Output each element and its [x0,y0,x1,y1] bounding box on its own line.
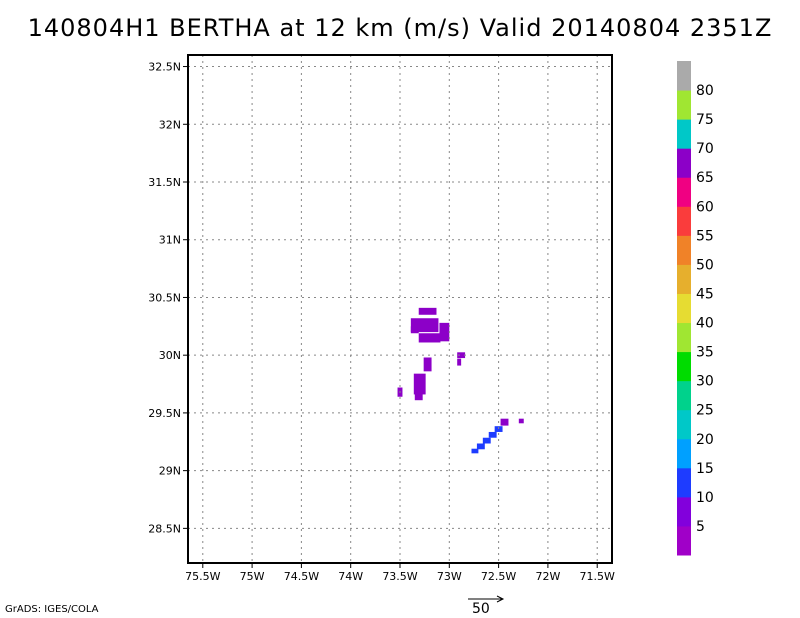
colorbar-swatch [677,409,691,440]
lon-tick-label: 72W [535,570,560,583]
wind-cell [457,358,462,366]
colorbar-swatch [677,293,691,324]
map-grid [188,55,612,563]
wind-cell [476,443,485,450]
lon-tick-label: 74.5W [284,570,319,583]
colorbar-swatch [677,61,691,91]
wind-cell [494,426,503,432]
wind-cell [471,448,479,454]
lat-tick-label: 32.5N [148,61,181,74]
latitude-labels: 28.5N 29N 29.5N 30N 30.5N 31N 31.5N 32N 32.5N [148,61,188,535]
wind-cell [482,437,491,444]
colorbar-swatch [677,206,691,236]
lon-tick-label: 75W [240,570,265,583]
colorbar: 5 10 15 20 25 30 35 40 45 50 55 60 65 70 75 80 [677,61,714,556]
lon-tick-label: 73.5W [382,570,417,583]
colorbar-label: 60 [696,199,714,215]
lat-tick-label: 31.5N [148,176,181,189]
colorbar-label: 75 [696,112,714,128]
lat-tick-label: 29.5N [148,407,181,420]
colorbar-swatch [677,177,691,207]
colorbar-label: 5 [696,519,705,535]
colorbar-label: 25 [696,403,714,419]
colorbar-swatch [677,496,691,527]
colorbar-label: 45 [696,286,714,302]
wind-cell [488,431,497,438]
colorbar-swatch [677,351,691,382]
colorbar-swatch [677,525,691,556]
grads-credit: GrADS: IGES/COLA [5,604,99,615]
lon-tick-label: 73W [437,570,462,583]
colorbar-swatch [677,264,691,294]
map-title: 140804H1 BERTHA at 12 km (m/s) Valid 201… [27,14,773,42]
lat-tick-label: 31N [159,234,181,247]
colorbar-swatch [677,467,691,498]
colorbar-label: 55 [696,228,714,244]
longitude-labels: 75.5W 75W 74.5W 74W 73.5W 73W 72.5W 72W 71.5W [185,563,615,583]
lat-tick-label: 28.5N [148,522,181,535]
colorbar-swatch [677,380,691,411]
wind-cell [414,393,423,401]
wind-cell [410,326,419,334]
lat-tick-label: 29N [159,465,181,478]
colorbar-label: 30 [696,374,714,390]
lon-tick-label: 72.5W [481,570,516,583]
colorbar-label: 40 [696,316,714,332]
lat-tick-label: 30N [159,349,181,362]
reference-vector-label: 50 [472,601,490,617]
lon-tick-label: 74W [338,570,363,583]
wind-cell [439,322,450,342]
wind-cell [418,333,441,343]
wind-cell [423,357,432,372]
lon-tick-label: 71.5W [580,570,615,583]
wind-cell [418,307,437,315]
colorbar-label: 35 [696,345,714,361]
colorbar-swatch [677,148,691,178]
wind-cell [457,352,466,359]
colorbar-label: 15 [696,461,714,477]
colorbar-label: 80 [696,83,714,99]
wind-cell [413,373,426,395]
colorbar-swatch [677,119,691,149]
colorbar-swatch [677,438,691,469]
colorbar-label: 50 [696,257,714,273]
lat-tick-label: 30.5N [148,291,181,304]
colorbar-swatch [677,235,691,265]
wind-cell [518,418,524,424]
lon-tick-label: 75.5W [185,570,220,583]
colorbar-label: 65 [696,170,714,186]
colorbar-swatch [677,322,691,353]
colorbar-swatch [677,90,691,120]
wind-field-layer [397,307,524,454]
reference-vector-arrow [468,595,505,603]
colorbar-label: 70 [696,141,714,157]
colorbar-label: 20 [696,432,714,448]
colorbar-label: 10 [696,490,714,506]
wind-cell [500,418,509,426]
lat-tick-label: 32N [159,118,181,131]
